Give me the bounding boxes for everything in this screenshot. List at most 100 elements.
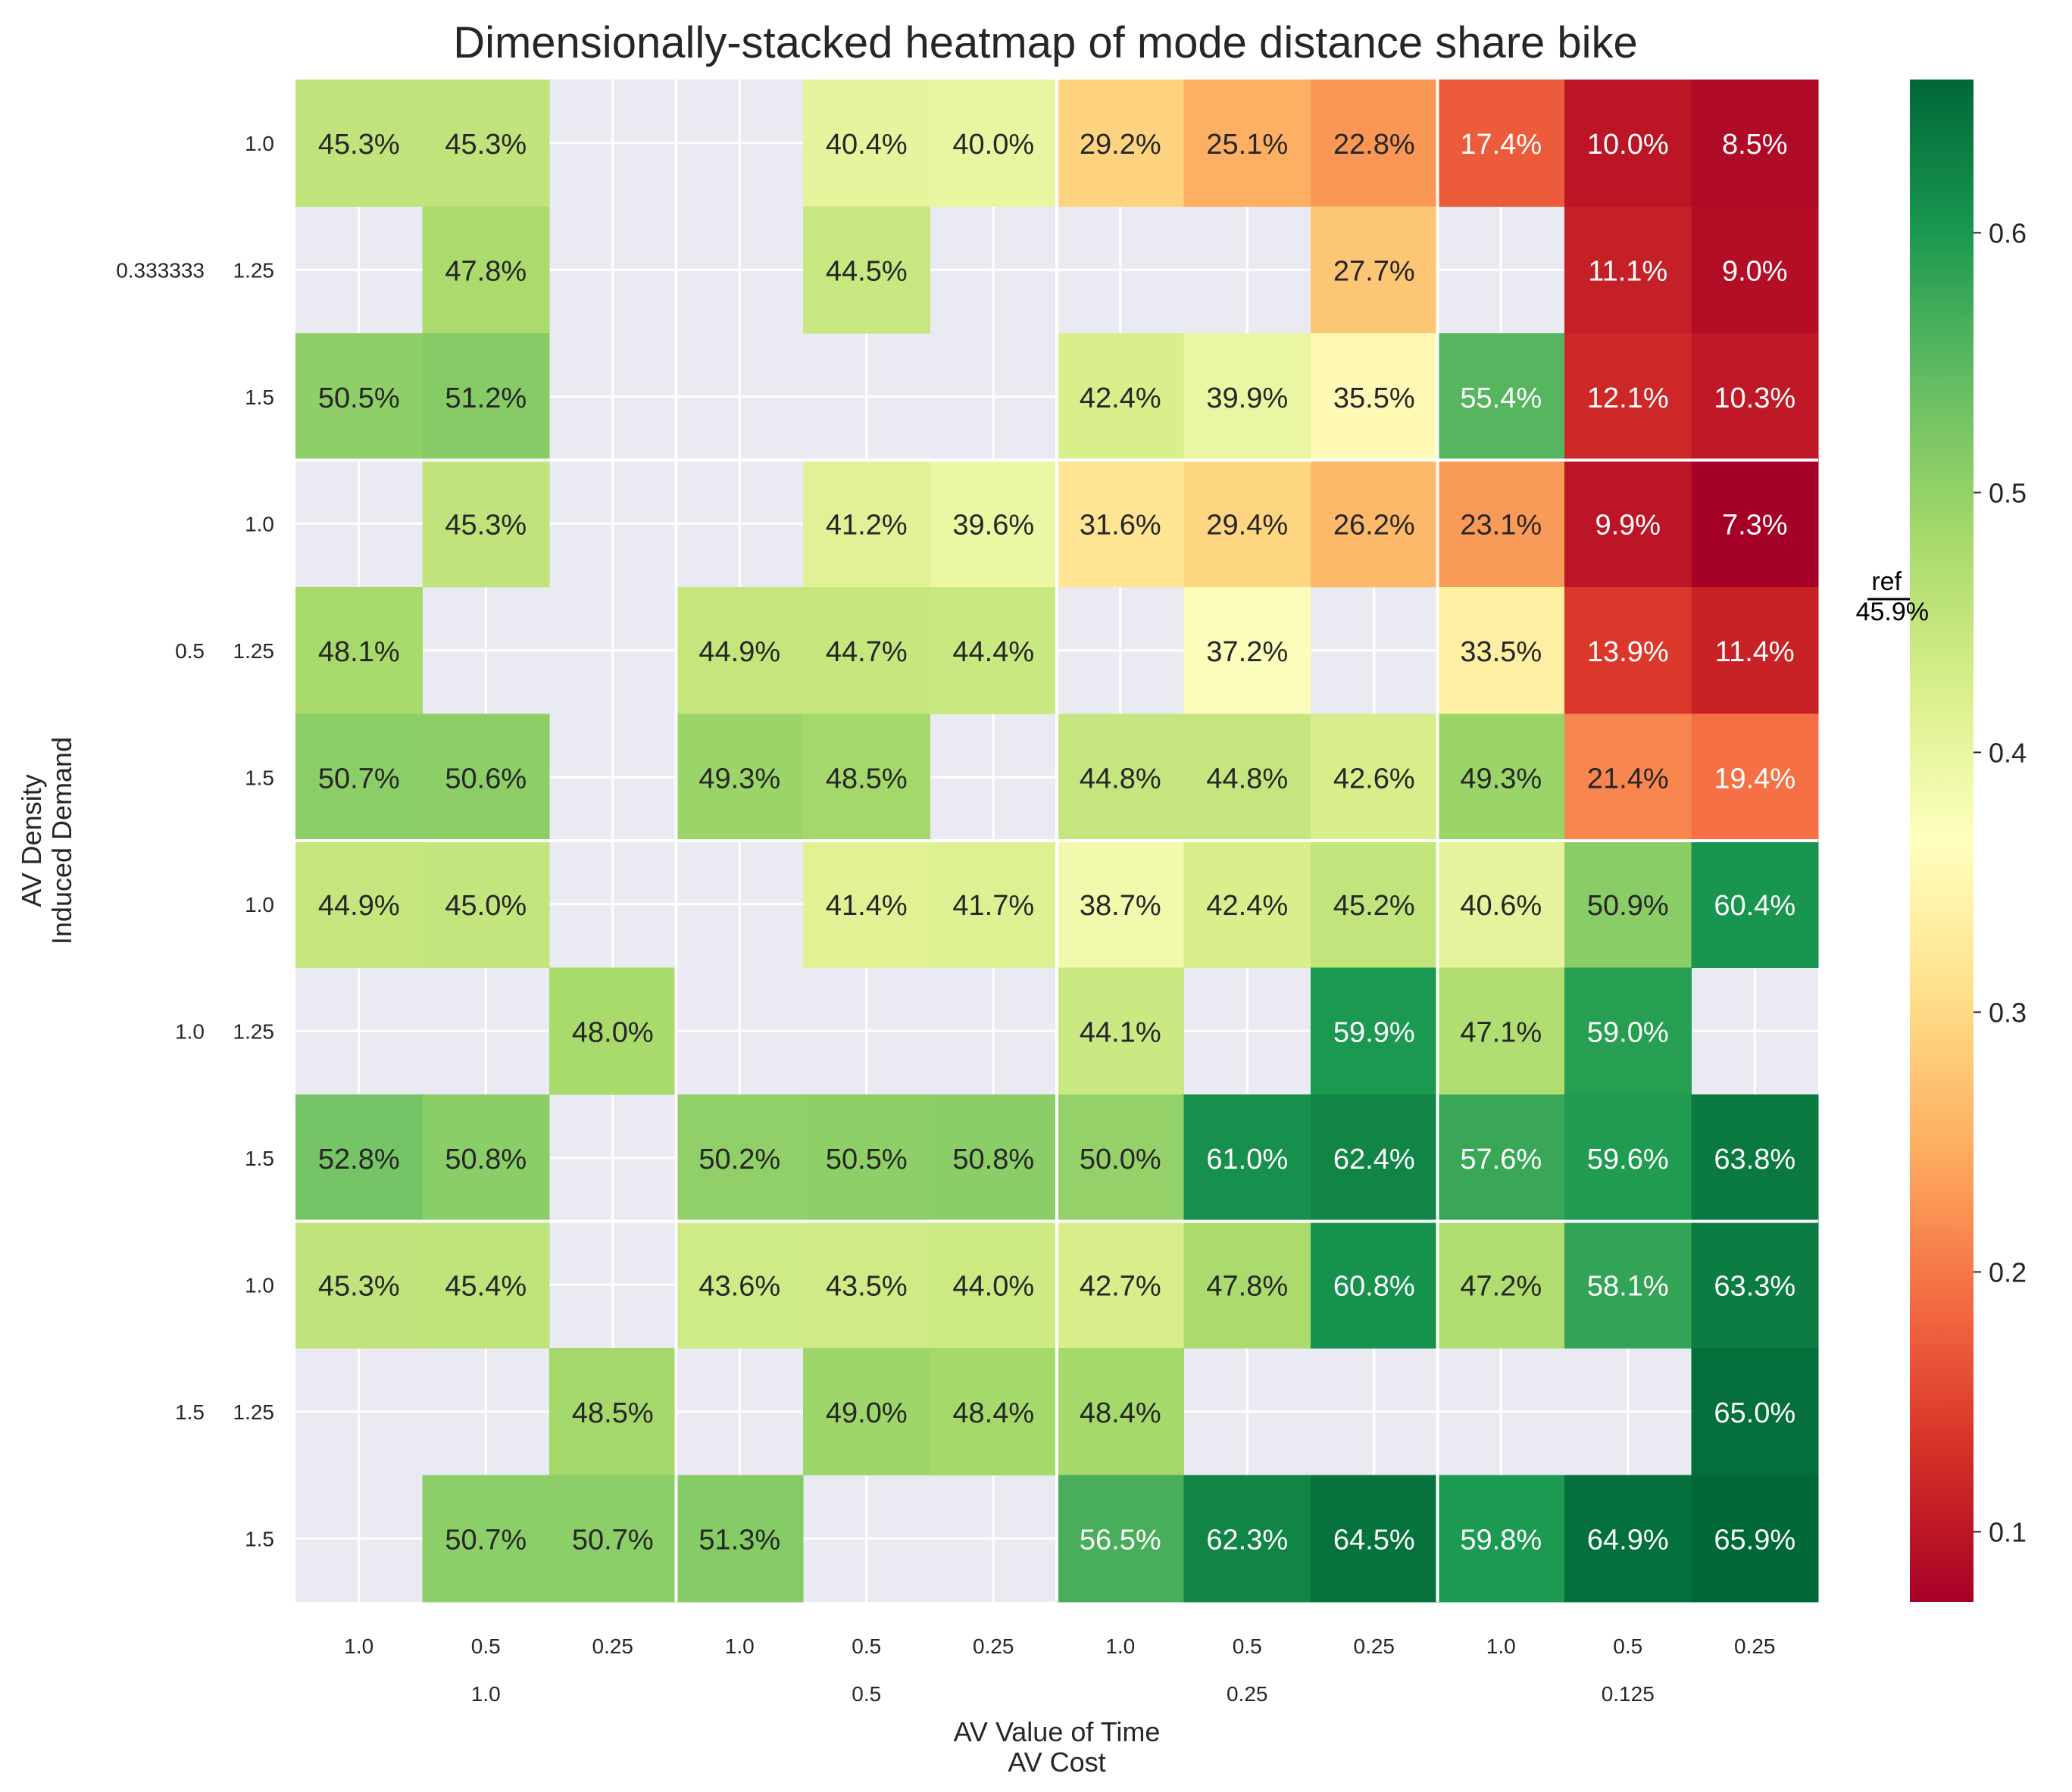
cell-label: 44.9%: [318, 890, 400, 922]
cell-label: 47.2%: [1460, 1270, 1542, 1302]
cell-label: 51.2%: [445, 382, 527, 414]
heatmap-cell: [1183, 80, 1311, 207]
cell-label: 31.6%: [1080, 509, 1161, 541]
x-outer-tick-label: 0.25: [1227, 1682, 1268, 1706]
y-inner-tick-label: 1.0: [245, 512, 274, 535]
x-inner-tick-label: 0.25: [1734, 1634, 1776, 1658]
x-inner-tick-label: 1.0: [344, 1634, 373, 1658]
cell-label: 44.9%: [698, 636, 780, 668]
cell-label: 48.5%: [572, 1397, 654, 1429]
y-outer-tick-label: 0.333333: [116, 258, 205, 282]
cell-label: 7.3%: [1722, 509, 1788, 541]
cell-label: 60.4%: [1714, 890, 1795, 922]
heatmap-cell: [1437, 80, 1565, 207]
colorbar-tick-label: 0.1: [1989, 1516, 2027, 1547]
heatmap-cell: [422, 333, 550, 460]
heatmap-cell: [1564, 967, 1692, 1095]
heatmap-cell: [1691, 460, 1819, 588]
cell-label: 50.5%: [826, 1144, 908, 1175]
heatmap-cell: [295, 333, 423, 460]
heatmap-cell: [803, 713, 930, 841]
cell-label: 45.4%: [445, 1270, 527, 1302]
cell-label: 22.8%: [1333, 129, 1415, 161]
y-inner-tick-label: 1.5: [245, 766, 274, 789]
heatmap-cell: [295, 1221, 423, 1349]
heatmap-cell: [1311, 333, 1438, 460]
colorbar-gradient: [1910, 80, 1974, 1602]
heatmap-cell: [1311, 460, 1438, 588]
heatmap-cell: [930, 460, 1058, 588]
heatmap-cell: [1564, 80, 1692, 207]
cell-label: 8.5%: [1722, 129, 1788, 161]
cell-label: 48.4%: [952, 1397, 1034, 1429]
x-inner-tick-label: 1.0: [1486, 1634, 1516, 1658]
cell-label: 48.0%: [572, 1016, 654, 1048]
heatmap-cell: [1437, 1094, 1565, 1222]
cell-label: 13.9%: [1587, 636, 1669, 668]
colorbar-tick-label: 0.2: [1989, 1257, 2027, 1288]
heatmap-cell: [1311, 841, 1438, 968]
heatmap-cell: [295, 587, 423, 714]
cell-label: 44.8%: [1080, 763, 1161, 795]
cell-label: 50.7%: [445, 1524, 527, 1556]
cell-label: 48.4%: [1080, 1397, 1161, 1429]
cell-label: 43.5%: [826, 1270, 908, 1302]
heatmap-cell: [1311, 206, 1438, 334]
heatmap-cell: [1564, 713, 1692, 841]
cell-label: 50.2%: [698, 1144, 780, 1175]
cell-label: 23.1%: [1460, 509, 1542, 541]
colorbar-tick-label: 0.5: [1989, 477, 2027, 508]
cell-label: 45.3%: [445, 129, 527, 161]
cell-label: 45.3%: [445, 509, 527, 541]
cell-label: 44.4%: [952, 636, 1034, 668]
cell-label: 41.7%: [952, 890, 1034, 922]
y-inner-tick-label: 1.0: [245, 1273, 274, 1297]
x-inner-tick-label: 0.25: [1354, 1634, 1395, 1658]
heatmap-cell: [1057, 460, 1184, 588]
heatmap-cell: [1437, 967, 1565, 1095]
cell-label: 43.6%: [698, 1270, 780, 1302]
cell-label: 42.4%: [1080, 382, 1161, 414]
cell-label: 50.8%: [952, 1144, 1034, 1175]
cell-label: 64.9%: [1587, 1524, 1669, 1556]
heatmap-cell: [1437, 1475, 1565, 1603]
heatmap-cell: [1437, 841, 1565, 968]
heatmap-cell: [803, 80, 930, 207]
heatmap-cell: [295, 713, 423, 841]
cell-label: 11.4%: [1715, 636, 1795, 668]
cell-label: 25.1%: [1206, 129, 1288, 161]
heatmap-cell: [1691, 587, 1819, 714]
heatmap-cell: [1183, 1475, 1311, 1603]
cell-label: 17.4%: [1460, 129, 1542, 161]
colorbar-tick-label: 0.4: [1989, 737, 2027, 768]
y-inner-tick-label: 1.25: [233, 1400, 275, 1424]
heatmap-cell: [676, 1221, 804, 1349]
cell-label: 50.8%: [445, 1144, 527, 1175]
heatmap-cell: [1691, 713, 1819, 841]
heatmap-cell: [422, 841, 550, 968]
heatmap-cell: [549, 967, 677, 1095]
heatmap-cell: [1691, 841, 1819, 968]
heatmap-cell: [422, 80, 550, 207]
x-inner-tick-label: 0.5: [1233, 1634, 1262, 1658]
heatmap-cell: [1311, 1221, 1438, 1349]
cell-label: 60.8%: [1333, 1270, 1415, 1302]
heatmap-grid: 45.3% 45.3% 40.4% 40.0% 29.2% 25.1% 22.8% 17.4%…: [295, 80, 1819, 1603]
cell-label: 40.0%: [952, 129, 1034, 161]
heatmap-cell: [1183, 333, 1311, 460]
cell-label: 52.8%: [318, 1144, 400, 1175]
heatmap-cell: [1057, 1348, 1184, 1475]
cell-label: 44.5%: [826, 255, 908, 287]
heatmap-cell: [1311, 80, 1438, 207]
heatmap-cell: [1691, 333, 1819, 460]
cell-label: 56.5%: [1080, 1524, 1161, 1556]
heatmap-cell: [1183, 587, 1311, 714]
cell-label: 65.0%: [1714, 1397, 1795, 1429]
heatmap-cell: [1183, 1221, 1311, 1349]
cell-label: 39.6%: [952, 509, 1034, 541]
heatmap-cell: [930, 1221, 1058, 1349]
heatmap-cell: [422, 1475, 550, 1603]
heatmap-cell: [1691, 1475, 1819, 1603]
y-inner-tick-label: 1.25: [233, 258, 275, 282]
reference-value: 45.9%: [1856, 598, 1929, 626]
